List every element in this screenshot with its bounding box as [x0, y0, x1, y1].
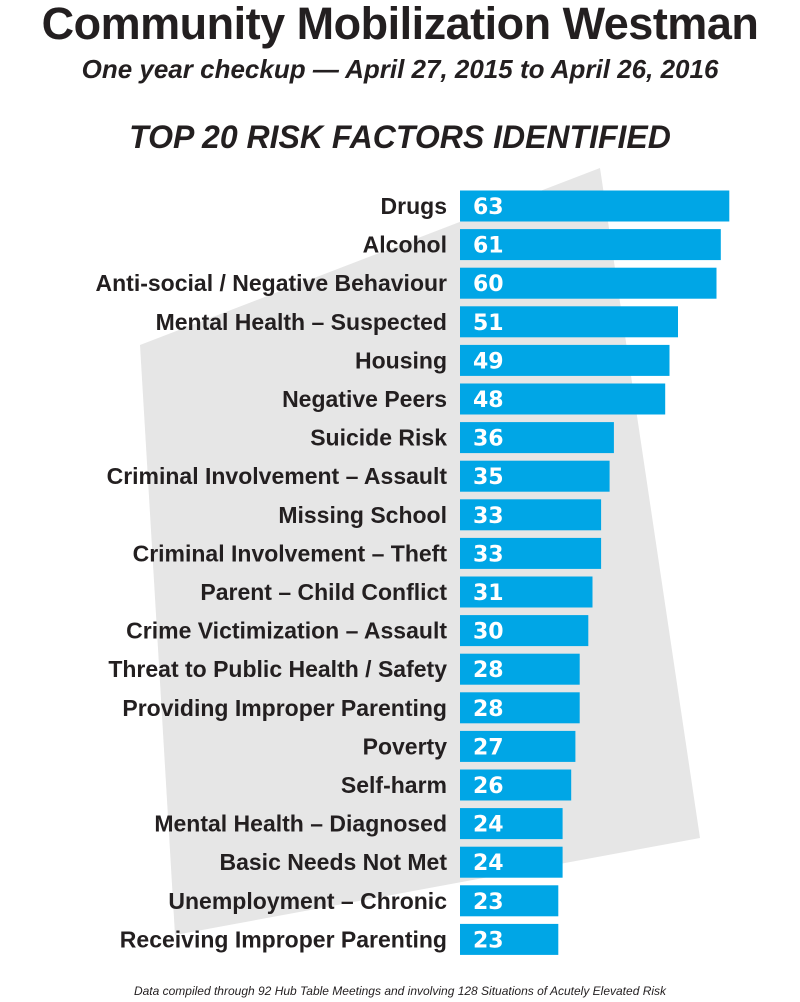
bar-value-label: 24 [473, 813, 504, 838]
category-label: Anti-social / Negative Behaviour [96, 270, 448, 296]
footnote: Data compiled through 92 Hub Table Meeti… [133, 984, 667, 998]
bar-value-label: 26 [473, 774, 504, 799]
category-label: Threat to Public Health / Safety [108, 656, 447, 682]
bar [460, 537, 602, 569]
bar [460, 306, 678, 338]
bar-value-label: 33 [473, 504, 504, 529]
page-title: Community Mobilization Westman [41, 0, 759, 49]
bar [460, 229, 721, 261]
bar-value-label: 63 [473, 195, 504, 220]
category-label: Basic Needs Not Met [219, 849, 447, 875]
category-label: Self-harm [341, 772, 447, 798]
bar-value-label: 30 [473, 620, 504, 645]
bar-value-label: 27 [473, 735, 504, 760]
bar-value-label: 49 [473, 349, 504, 374]
bar [460, 923, 559, 955]
bar-value-label: 23 [473, 928, 504, 953]
category-label: Mental Health – Diagnosed [154, 811, 447, 837]
bar-value-label: 61 [473, 234, 504, 259]
category-label: Suicide Risk [310, 425, 447, 451]
chart-title: TOP 20 RISK FACTORS IDENTIFIED [129, 119, 671, 155]
bar [460, 190, 730, 222]
category-label: Receiving Improper Parenting [120, 926, 447, 952]
bar [460, 267, 717, 299]
bar-value-label: 33 [473, 542, 504, 567]
bar-value-label: 24 [473, 851, 504, 876]
bar [460, 846, 563, 878]
page-subtitle: One year checkup — April 27, 2015 to Apr… [81, 54, 719, 84]
bar [460, 808, 563, 840]
category-label: Poverty [363, 733, 448, 759]
category-label: Missing School [278, 502, 447, 528]
bar [460, 422, 614, 454]
bar-value-label: 36 [473, 427, 504, 452]
bar [460, 383, 666, 415]
bar-value-label: 28 [473, 697, 504, 722]
category-label: Criminal Involvement – Assault [107, 463, 448, 489]
category-label: Parent – Child Conflict [200, 579, 447, 605]
bar [460, 730, 576, 762]
bar-value-label: 23 [473, 890, 504, 915]
category-label: Alcohol [363, 232, 447, 258]
bar-value-label: 48 [473, 388, 504, 413]
bar [460, 615, 589, 647]
bar [460, 576, 593, 608]
bar-value-label: 51 [473, 311, 504, 336]
bar [460, 344, 670, 376]
bar [460, 460, 610, 492]
category-label: Crime Victimization – Assault [126, 618, 447, 644]
bar-value-label: 35 [473, 465, 504, 490]
bar [460, 769, 572, 801]
bars-layer: 63 Drugs 61 Alcohol 60 Anti-social / Negative… [96, 190, 730, 955]
category-label: Drugs [381, 193, 447, 219]
bar-value-label: 60 [473, 272, 504, 297]
bar [460, 885, 559, 917]
category-label: Mental Health – Suspected [156, 309, 447, 335]
category-label: Criminal Involvement – Theft [133, 540, 448, 566]
bar [460, 653, 580, 685]
category-label: Negative Peers [282, 386, 447, 412]
bar [460, 692, 580, 724]
bar [460, 499, 602, 531]
category-label: Unemployment – Chronic [168, 888, 447, 914]
category-label: Housing [355, 347, 447, 373]
category-label: Providing Improper Parenting [122, 695, 447, 721]
bar-value-label: 31 [473, 581, 504, 606]
bar-value-label: 28 [473, 658, 504, 683]
